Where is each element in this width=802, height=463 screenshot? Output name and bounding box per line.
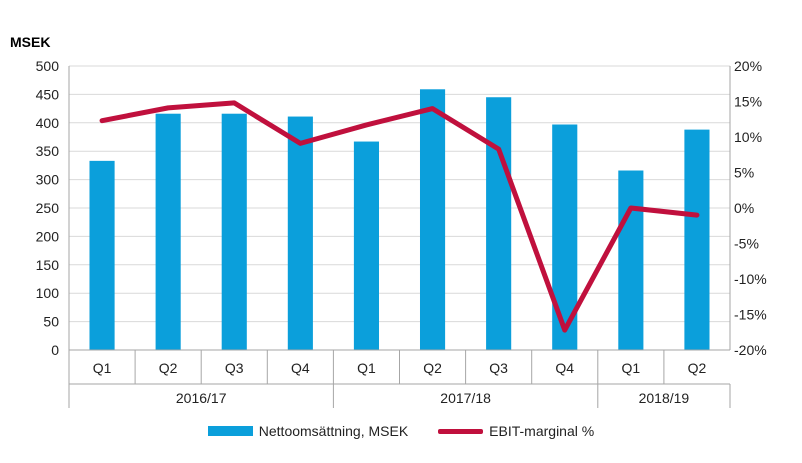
y-right-tick-label: -5% bbox=[734, 236, 759, 252]
bar bbox=[89, 160, 115, 350]
bar bbox=[221, 113, 247, 350]
y-right-tick-label: 5% bbox=[734, 165, 754, 181]
y-right-tick-label: -20% bbox=[734, 342, 767, 358]
x-tick-label: Q1 bbox=[357, 360, 376, 376]
y-right-tick-label: 0% bbox=[734, 200, 754, 216]
bar bbox=[353, 141, 380, 350]
x-tick-label: Q2 bbox=[159, 360, 178, 376]
y-left-tick-label: 250 bbox=[36, 200, 60, 216]
x-tick-label: Q1 bbox=[622, 360, 641, 376]
legend-bar-label: Nettoomsättning, MSEK bbox=[258, 423, 409, 439]
y-left-tick-label: 0 bbox=[51, 342, 59, 358]
y-left-tick-label: 500 bbox=[36, 58, 60, 74]
y-left-tick-label: 300 bbox=[36, 172, 60, 188]
legend-line-label: EBIT-marginal % bbox=[489, 423, 595, 439]
y-axis-unit-label: MSEK bbox=[10, 34, 50, 50]
y-right-tick-label: 20% bbox=[734, 58, 762, 74]
y-left-tick-label: 50 bbox=[43, 314, 59, 330]
legend-line-swatch bbox=[438, 428, 484, 434]
y-left-tick-label: 100 bbox=[36, 285, 60, 301]
bar bbox=[419, 89, 446, 351]
x-tick-label: Q4 bbox=[291, 360, 310, 376]
y-right-tick-label: -10% bbox=[734, 271, 767, 287]
axis-labels: 0 50 100 150 200 250 300 350 400 450 500 -20% -15% -1… bbox=[36, 58, 767, 406]
bar bbox=[287, 116, 313, 350]
y-right-tick-label: 10% bbox=[734, 129, 762, 145]
legend-bar-swatch bbox=[207, 426, 253, 436]
legend: Nettoomsättning, MSEK EBIT-marginal % bbox=[0, 423, 802, 439]
bar bbox=[486, 97, 512, 351]
x-tick-label: Q3 bbox=[489, 360, 508, 376]
x-tick-label: Q4 bbox=[555, 360, 574, 376]
x-tick-label: Q3 bbox=[225, 360, 244, 376]
y-right-tick-label: -15% bbox=[734, 307, 767, 323]
axes bbox=[68, 66, 731, 408]
x-group-label: 2018/19 bbox=[639, 390, 690, 406]
x-tick-label: Q2 bbox=[423, 360, 442, 376]
bar bbox=[155, 113, 181, 350]
x-tick-label: Q2 bbox=[688, 360, 707, 376]
bar bbox=[684, 129, 710, 350]
bar bbox=[618, 170, 644, 350]
x-group-label: 2016/17 bbox=[176, 390, 227, 406]
y-left-tick-label: 200 bbox=[36, 228, 60, 244]
y-left-tick-label: 350 bbox=[36, 143, 60, 159]
bar-series bbox=[89, 89, 710, 351]
y-left-tick-label: 400 bbox=[36, 115, 60, 131]
y-left-tick-label: 450 bbox=[36, 86, 60, 102]
legend-item-bar: Nettoomsättning, MSEK bbox=[207, 423, 409, 439]
x-tick-label: Q1 bbox=[93, 360, 112, 376]
legend-item-line: EBIT-marginal % bbox=[438, 423, 594, 439]
y-right-tick-label: 15% bbox=[734, 94, 762, 110]
x-group-label: 2017/18 bbox=[440, 390, 491, 406]
ebit-line bbox=[99, 100, 700, 333]
y-left-tick-label: 150 bbox=[36, 257, 60, 273]
line-series bbox=[99, 100, 700, 333]
